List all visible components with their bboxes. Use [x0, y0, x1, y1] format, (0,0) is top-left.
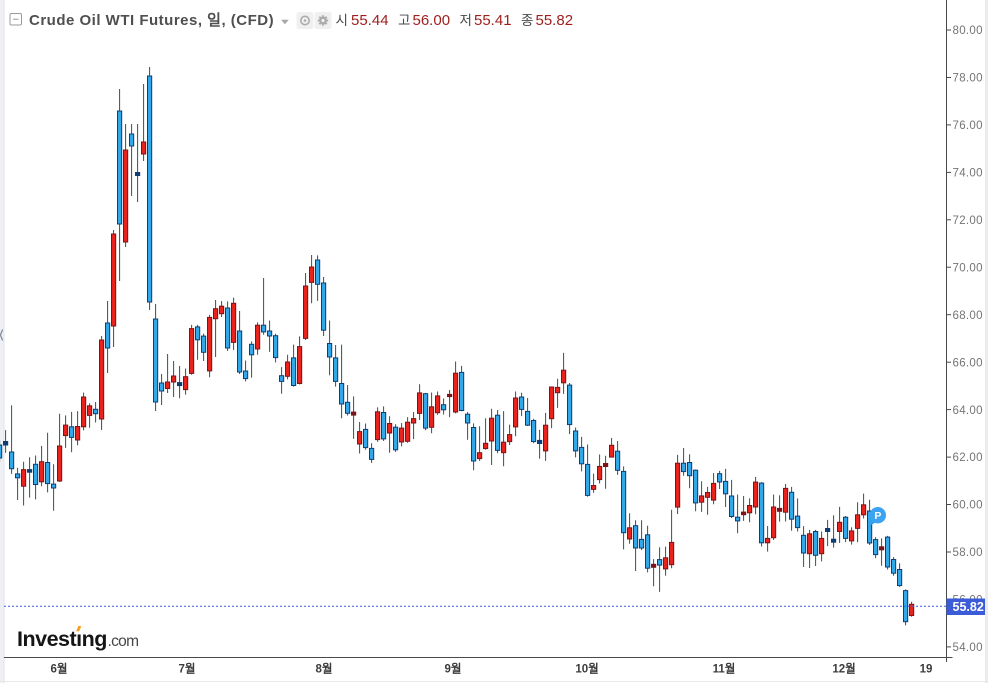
svg-text:58.00: 58.00 [953, 547, 983, 559]
svg-text:종: 종 [521, 13, 533, 28]
svg-text:55.44: 55.44 [351, 12, 389, 29]
svg-text:56.00: 56.00 [413, 12, 451, 29]
svg-text:고: 고 [398, 13, 410, 28]
svg-text:55.82: 55.82 [536, 12, 574, 29]
svg-text:54.00: 54.00 [953, 642, 983, 654]
svg-text:62.00: 62.00 [953, 452, 983, 464]
svg-text:9월: 9월 [445, 662, 462, 676]
svg-text:시: 시 [336, 13, 348, 28]
svg-text:.com: .com [108, 633, 139, 650]
svg-text:P: P [874, 510, 881, 522]
svg-text:68.00: 68.00 [953, 310, 983, 322]
svg-text:7월: 7월 [179, 662, 196, 676]
svg-text:55.82: 55.82 [953, 600, 984, 614]
svg-text:76.00: 76.00 [953, 120, 983, 132]
svg-text:66.00: 66.00 [953, 357, 983, 369]
svg-text:Investıng: Investıng [17, 627, 107, 651]
svg-text:19: 19 [920, 664, 933, 676]
svg-text:6월: 6월 [51, 662, 68, 676]
svg-text:78.00: 78.00 [953, 73, 983, 85]
svg-text:72.00: 72.00 [953, 215, 983, 227]
svg-text:12월: 12월 [832, 662, 855, 676]
svg-text:60.00: 60.00 [953, 500, 983, 512]
svg-text:11월: 11월 [713, 662, 736, 676]
svg-text:74.00: 74.00 [953, 168, 983, 180]
svg-text:80.00: 80.00 [953, 25, 983, 37]
svg-text:Crude Oil WTI Futures, 일, (CFD: Crude Oil WTI Futures, 일, (CFD) [29, 12, 274, 29]
svg-text:64.00: 64.00 [953, 405, 983, 417]
svg-text:8월: 8월 [316, 662, 333, 676]
svg-text:저: 저 [460, 13, 472, 28]
svg-text:55.41: 55.41 [474, 12, 512, 29]
svg-text:10월: 10월 [575, 662, 598, 676]
svg-text:70.00: 70.00 [953, 262, 983, 274]
